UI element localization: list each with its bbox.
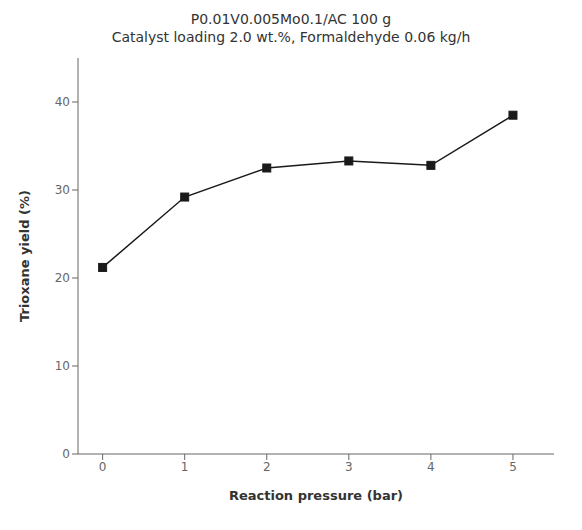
svg-text:4: 4	[427, 460, 435, 474]
svg-text:2: 2	[263, 460, 271, 474]
svg-text:0: 0	[99, 460, 107, 474]
svg-text:20: 20	[55, 271, 70, 285]
svg-text:40: 40	[55, 95, 70, 109]
svg-text:3: 3	[345, 460, 353, 474]
svg-text:30: 30	[55, 183, 70, 197]
svg-text:10: 10	[55, 359, 70, 373]
html-text:P0.01V0.005Mo0.1/AC 100 g: P0.01V0.005Mo0.1/AC 100 g	[190, 11, 392, 27]
svg-text:Trioxane yield (%): Trioxane yield (%)	[17, 190, 32, 322]
html-text:Catalyst loading 2.0 wt.%, For: Catalyst loading 2.0 wt.%, Formaldehyde …	[111, 29, 471, 45]
svg-text:5: 5	[509, 460, 517, 474]
svg-text:Reaction pressure (bar): Reaction pressure (bar)	[229, 488, 403, 503]
svg-text:1: 1	[181, 460, 189, 474]
svg-text:0: 0	[62, 447, 70, 461]
